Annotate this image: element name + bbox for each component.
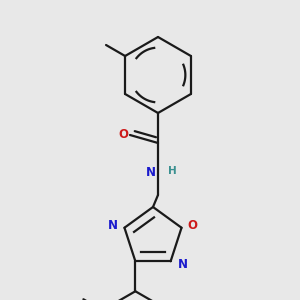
Text: N: N bbox=[178, 258, 188, 271]
Text: O: O bbox=[118, 128, 128, 140]
Text: O: O bbox=[188, 219, 197, 232]
Text: N: N bbox=[146, 167, 156, 179]
Text: H: H bbox=[168, 166, 176, 176]
Text: N: N bbox=[107, 219, 118, 232]
